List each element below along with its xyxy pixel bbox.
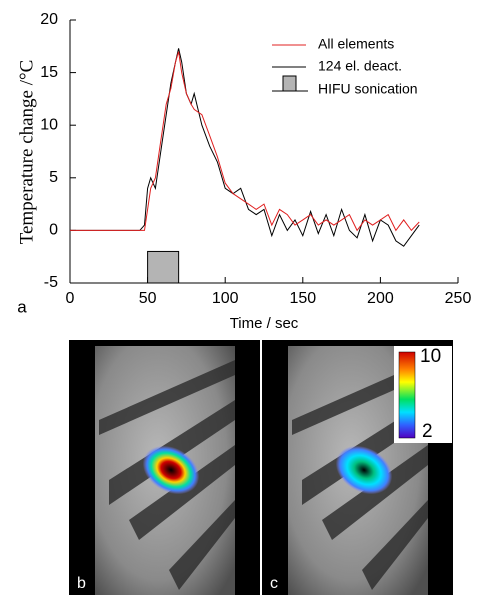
tissue-stripe <box>99 360 235 435</box>
panel-label: a <box>17 297 27 316</box>
x-tick-label: 50 <box>139 290 157 307</box>
panel-label: c <box>270 575 278 592</box>
y-axis-label: Temperature change /°C <box>16 60 37 245</box>
image-panel: c <box>262 340 453 595</box>
y-tick-label: 15 <box>40 64 58 81</box>
x-tick-label: 250 <box>445 290 472 307</box>
tissue-stripe <box>362 500 428 590</box>
heat-spot <box>335 445 393 495</box>
image-panel: b <box>69 340 260 595</box>
colorbar <box>398 351 416 439</box>
y-tick-label: 5 <box>49 169 58 186</box>
y-tick-label: -5 <box>44 274 58 291</box>
legend-swatch <box>282 75 297 92</box>
y-tick-label: 0 <box>49 222 58 239</box>
panel-label: b <box>77 575 86 592</box>
legend-label: HIFU sonication <box>318 81 418 97</box>
x-tick-label: 150 <box>289 290 316 307</box>
legend-label: 124 el. deact. <box>318 58 402 74</box>
x-tick-label: 200 <box>367 290 394 307</box>
series-line <box>70 51 420 232</box>
series-line <box>70 48 420 247</box>
x-tick-label: 100 <box>212 290 239 307</box>
x-tick-label: 0 <box>66 290 75 307</box>
colorbar-label: 10 <box>420 346 441 367</box>
sonication-box <box>147 250 180 284</box>
tissue-stripe <box>169 500 235 590</box>
legend-label: All elements <box>318 36 394 52</box>
y-tick-label: 20 <box>40 11 58 28</box>
y-tick-label: 10 <box>40 116 58 133</box>
colorbar-label: 2 <box>422 421 433 442</box>
heat-spot <box>142 445 200 495</box>
x-axis-label: Time / sec <box>230 315 299 332</box>
